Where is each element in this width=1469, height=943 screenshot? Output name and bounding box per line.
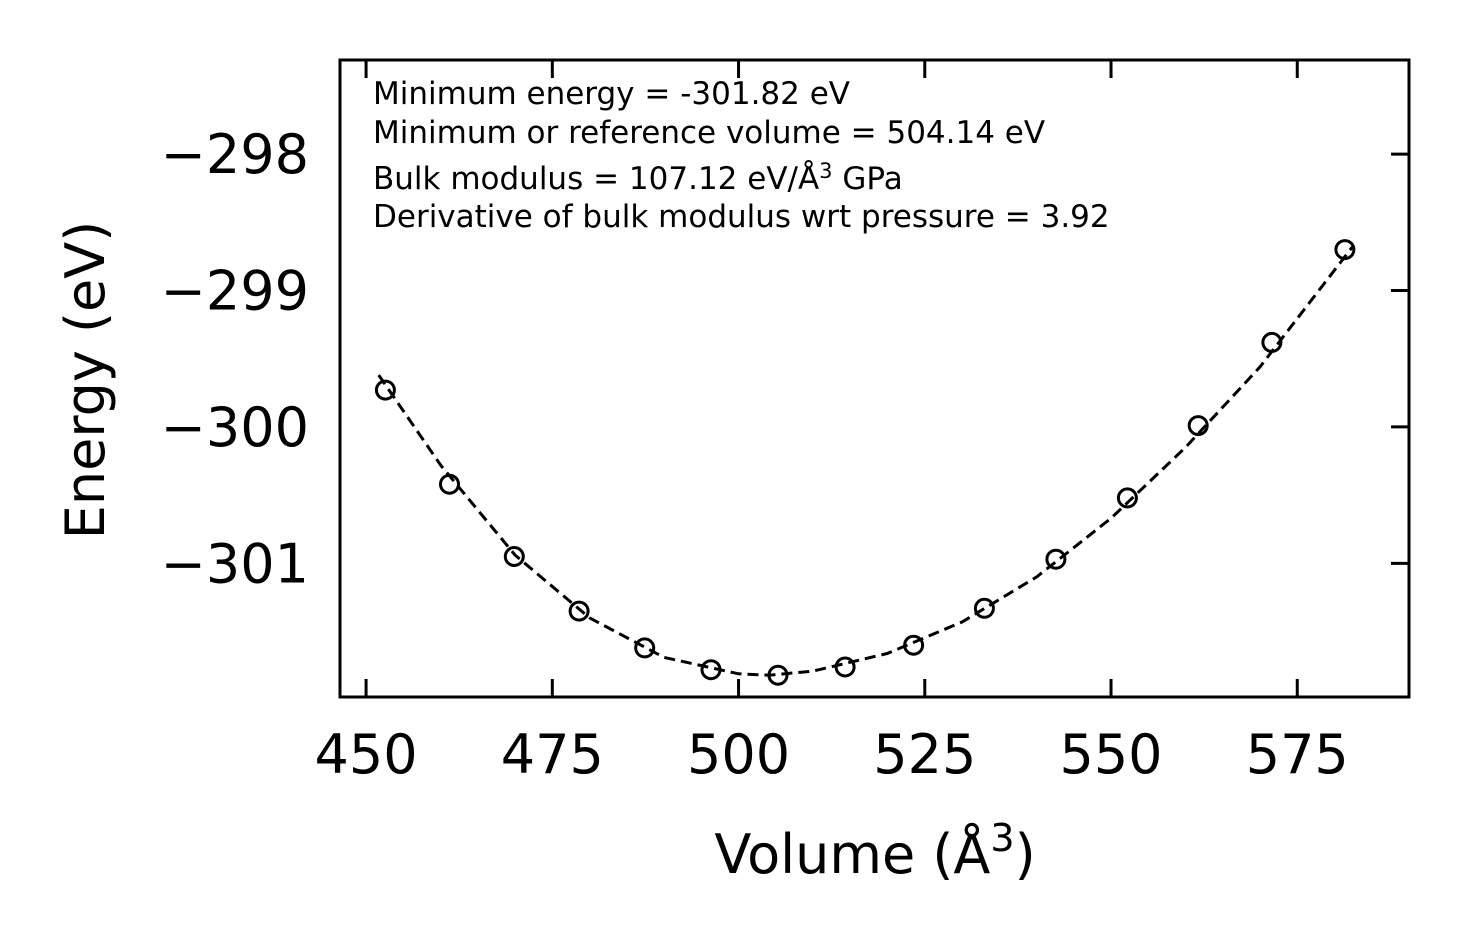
x-tick-label-525: 525 bbox=[873, 723, 976, 786]
y-tick-label-0: −298 bbox=[161, 123, 309, 186]
data-point-4 bbox=[634, 637, 656, 659]
x-tick-label-500: 500 bbox=[687, 723, 790, 786]
annotations: Minimum energy = -301.82 eV Minimum or r… bbox=[373, 76, 1110, 235]
y-tick-label-2: −300 bbox=[161, 396, 309, 459]
data-point-14 bbox=[1334, 239, 1356, 261]
data-point-2 bbox=[503, 546, 525, 567]
x-axis-label-base: Volume (Å bbox=[714, 822, 990, 886]
annotation-bulk-modulus: Bulk modulus = 107.12 eV/Å3 GPa bbox=[373, 159, 903, 197]
annotation-bulk-derivative: Derivative of bulk modulus wrt pressure … bbox=[373, 199, 1110, 235]
annotation-min-energy: Minimum energy = -301.82 eV bbox=[373, 76, 850, 112]
x-axis-label-end: ) bbox=[1015, 823, 1036, 886]
y-tick-label-3: −301 bbox=[161, 532, 309, 595]
data-point-13 bbox=[1261, 331, 1283, 353]
tick-labels: 450 475 500 525 550 575 −298 −299 −300 −301 bbox=[161, 123, 1349, 786]
data-point-9 bbox=[973, 597, 995, 619]
plot-frame bbox=[338, 58, 1411, 699]
annotation-bulk-sup: 3 bbox=[819, 159, 832, 183]
y-tick-label-1: −299 bbox=[161, 260, 309, 323]
x-axis-label: Volume (Å3) bbox=[714, 816, 1035, 886]
x-tick-label-450: 450 bbox=[315, 723, 418, 786]
annotation-bulk-end: GPa bbox=[833, 161, 903, 197]
annotation-min-volume: Minimum or reference volume = 504.14 eV bbox=[373, 115, 1045, 151]
data-point-7 bbox=[834, 656, 856, 678]
x-tick-label-475: 475 bbox=[501, 723, 604, 786]
data-point-1 bbox=[439, 473, 460, 495]
x-tick-label-575: 575 bbox=[1246, 723, 1349, 786]
data-point-12 bbox=[1187, 415, 1209, 437]
data-point-10 bbox=[1045, 548, 1067, 570]
fit-layer bbox=[377, 245, 1354, 677]
fit-line bbox=[377, 245, 1354, 677]
data-point-6 bbox=[767, 664, 789, 686]
x-axis-label-sup: 3 bbox=[990, 816, 1014, 860]
y-axis-label: Energy (eV) bbox=[54, 221, 117, 540]
data-point-3 bbox=[568, 600, 590, 622]
ticks bbox=[364, 60, 1409, 697]
data-point-5 bbox=[700, 659, 722, 681]
data-point-11 bbox=[1116, 487, 1138, 509]
data-point-8 bbox=[903, 634, 925, 656]
x-tick-label-550: 550 bbox=[1059, 723, 1162, 786]
annotation-bulk-base: Bulk modulus = 107.12 eV/Å bbox=[373, 161, 819, 197]
data-point-0 bbox=[374, 379, 396, 401]
points-layer bbox=[374, 239, 1356, 686]
